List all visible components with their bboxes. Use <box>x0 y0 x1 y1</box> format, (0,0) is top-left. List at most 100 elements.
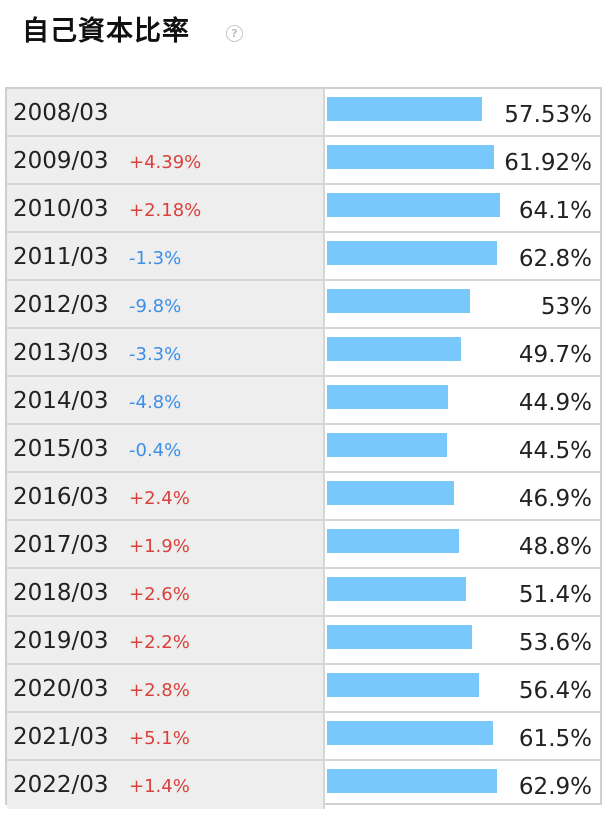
value-bar <box>327 433 447 457</box>
period-cell: 2021/03 +5.1% <box>7 713 325 761</box>
period-cell: 2010/03 +2.18% <box>7 185 325 233</box>
period-label: 2018/03 <box>13 580 109 606</box>
row-divider <box>7 567 600 569</box>
period-label: 2012/03 <box>13 292 109 318</box>
row-divider <box>7 423 600 425</box>
change-label: +4.39% <box>129 152 202 173</box>
period-label: 2019/03 <box>13 628 109 654</box>
table-row: 2020/03 +2.8% 56.4% <box>7 663 600 713</box>
value-bar <box>327 529 459 553</box>
change-label: -9.8% <box>129 296 182 317</box>
row-divider <box>7 183 600 185</box>
row-divider <box>7 135 600 137</box>
value-label: 46.9% <box>518 486 592 512</box>
value-bar <box>327 625 472 649</box>
value-bar <box>327 337 461 361</box>
value-bar <box>327 193 500 217</box>
period-label: 2014/03 <box>13 388 109 414</box>
table-row: 2010/03 +2.18% 64.1% <box>7 183 600 233</box>
table-row: 2016/03 +2.4% 46.9% <box>7 471 600 521</box>
change-label: -3.3% <box>129 344 182 365</box>
period-cell: 2020/03 +2.8% <box>7 665 325 713</box>
value-bar <box>327 385 448 409</box>
value-bar <box>327 481 454 505</box>
value-bar <box>327 241 497 265</box>
table-row: 2012/03 -9.8% 53% <box>7 279 600 329</box>
value-label: 61.92% <box>504 150 592 176</box>
period-cell: 2017/03 +1.9% <box>7 521 325 569</box>
table-row: 2022/03 +1.4% 62.9% <box>7 759 600 809</box>
change-label: +1.9% <box>129 536 190 557</box>
period-label: 2022/03 <box>13 772 109 798</box>
change-label: -0.4% <box>129 440 182 461</box>
value-bar <box>327 577 466 601</box>
value-label: 44.9% <box>518 390 592 416</box>
value-bar <box>327 97 482 121</box>
row-divider <box>7 711 600 713</box>
period-cell: 2016/03 +2.4% <box>7 473 325 521</box>
table-row: 2011/03 -1.3% 62.8% <box>7 231 600 281</box>
change-label: -1.3% <box>129 248 182 269</box>
period-label: 2008/03 <box>13 100 109 126</box>
help-icon[interactable]: ? <box>226 25 243 42</box>
period-label: 2021/03 <box>13 724 109 750</box>
period-cell: 2015/03 -0.4% <box>7 425 325 473</box>
period-cell: 2008/03 <box>7 89 325 137</box>
table-row: 2018/03 +2.6% 51.4% <box>7 567 600 617</box>
table-row: 2019/03 +2.2% 53.6% <box>7 615 600 665</box>
period-label: 2017/03 <box>13 532 109 558</box>
period-label: 2010/03 <box>13 196 109 222</box>
table-row: 2008/03 57.53% <box>7 89 600 137</box>
table-row: 2009/03 +4.39% 61.92% <box>7 135 600 185</box>
value-label: 61.5% <box>518 726 592 752</box>
period-cell: 2014/03 -4.8% <box>7 377 325 425</box>
period-cell: 2009/03 +4.39% <box>7 137 325 185</box>
value-bar <box>327 673 479 697</box>
period-cell: 2011/03 -1.3% <box>7 233 325 281</box>
row-divider <box>7 471 600 473</box>
equity-ratio-table: 2008/03 57.53% 2009/03 +4.39% 61.92% 2010/03 +… <box>5 87 602 809</box>
period-label: 2020/03 <box>13 676 109 702</box>
change-label: +2.4% <box>129 488 190 509</box>
value-label: 64.1% <box>518 198 592 224</box>
change-label: +5.1% <box>129 728 190 749</box>
row-divider <box>7 519 600 521</box>
period-label: 2009/03 <box>13 148 109 174</box>
value-label: 53% <box>540 294 592 320</box>
table-row: 2014/03 -4.8% 44.9% <box>7 375 600 425</box>
period-cell: 2012/03 -9.8% <box>7 281 325 329</box>
period-cell: 2022/03 +1.4% <box>7 761 325 809</box>
value-bar <box>327 769 497 793</box>
period-cell: 2019/03 +2.2% <box>7 617 325 665</box>
row-divider <box>7 231 600 233</box>
row-divider <box>7 279 600 281</box>
period-label: 2015/03 <box>13 436 109 462</box>
change-label: +2.2% <box>129 632 190 653</box>
value-label: 57.53% <box>504 102 592 128</box>
period-label: 2011/03 <box>13 244 109 270</box>
value-label: 62.9% <box>518 774 592 800</box>
value-label: 56.4% <box>518 678 592 704</box>
row-divider <box>7 663 600 665</box>
row-divider <box>7 327 600 329</box>
value-label: 44.5% <box>518 438 592 464</box>
row-divider <box>7 759 600 761</box>
period-label: 2013/03 <box>13 340 109 366</box>
value-label: 62.8% <box>518 246 592 272</box>
table-row: 2015/03 -0.4% 44.5% <box>7 423 600 473</box>
value-label: 49.7% <box>518 342 592 368</box>
period-cell: 2013/03 -3.3% <box>7 329 325 377</box>
value-label: 53.6% <box>518 630 592 656</box>
row-divider <box>7 375 600 377</box>
change-label: +2.8% <box>129 680 190 701</box>
table-row: 2021/03 +5.1% 61.5% <box>7 711 600 761</box>
period-cell: 2018/03 +2.6% <box>7 569 325 617</box>
page-title: 自己資本比率 <box>22 16 190 47</box>
table-row: 2017/03 +1.9% 48.8% <box>7 519 600 569</box>
change-label: +1.4% <box>129 776 190 797</box>
change-label: +2.18% <box>129 200 202 221</box>
value-label: 51.4% <box>518 582 592 608</box>
value-bar <box>327 289 470 313</box>
value-bar <box>327 721 493 745</box>
change-label: +2.6% <box>129 584 190 605</box>
